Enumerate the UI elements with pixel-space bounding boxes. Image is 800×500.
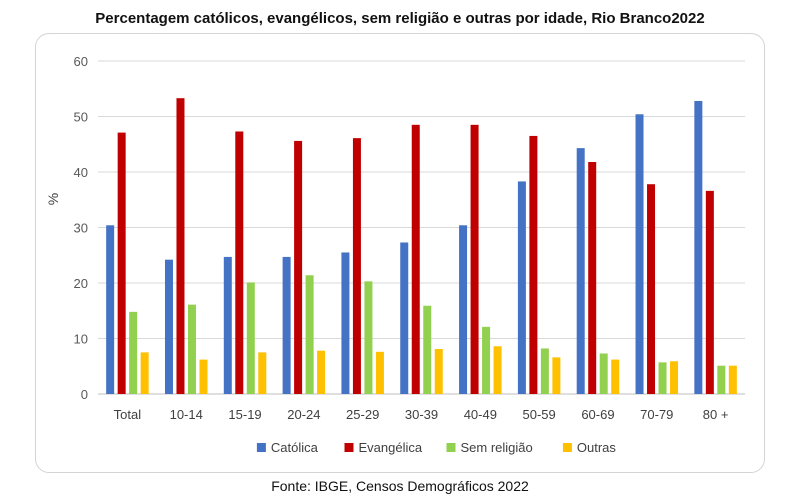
y-tick-label: 20 <box>74 276 88 291</box>
bar-evang-lica <box>294 140 303 394</box>
legend-label: Sem religião <box>461 440 533 455</box>
y-axis-label: % <box>45 193 61 205</box>
y-tick-label: 40 <box>74 165 88 180</box>
y-tick-label: 0 <box>81 387 88 402</box>
legend-swatch <box>344 443 354 452</box>
bar-sem-religi-o <box>305 275 314 394</box>
bar-cat-lica <box>694 100 703 395</box>
y-tick-label: 30 <box>74 221 88 236</box>
x-tick-label: Total <box>114 407 142 422</box>
bar-sem-religi-o <box>129 311 138 394</box>
bar-outras <box>552 357 561 394</box>
bar-evang-lica <box>117 132 126 394</box>
bar-cat-lica <box>164 259 173 394</box>
bar-sem-religi-o <box>717 365 726 394</box>
bar-cat-lica <box>635 114 644 394</box>
chart-frame: 0 10 20 30 40 50 60% Total 10-14 15-19 20-24 25-29 3… <box>35 33 765 473</box>
legend-swatch <box>256 443 266 452</box>
bar-evang-lica <box>235 131 244 395</box>
bar-evang-lica <box>647 184 656 394</box>
bar-chart: 0 10 20 30 40 50 60% Total 10-14 15-19 20-24 25-29 3… <box>45 54 745 455</box>
x-tick-label: 50-59 <box>523 407 556 422</box>
x-tick-label: 20-24 <box>287 407 320 422</box>
bar-cat-lica <box>576 148 585 394</box>
bar-evang-lica <box>176 98 185 394</box>
x-tick-label: 80 + <box>703 407 729 422</box>
source-note: Fonte: IBGE, Censos Demográficos 2022 <box>271 478 529 494</box>
legend-label: Outras <box>577 440 617 455</box>
bar-sem-religi-o <box>364 281 373 394</box>
bar-cat-lica <box>517 181 526 394</box>
bar-sem-religi-o <box>482 326 491 394</box>
bar-outras <box>611 359 620 394</box>
x-tick-label: 60-69 <box>581 407 614 422</box>
bar-cat-lica <box>282 256 291 394</box>
x-tick-label: 10-14 <box>170 407 203 422</box>
bar-evang-lica <box>529 135 538 395</box>
x-tick-label: 40-49 <box>464 407 497 422</box>
bar-outras <box>140 352 149 394</box>
y-tick-label: 50 <box>74 110 88 125</box>
chart-title: Percentagem católicos, evangélicos, sem … <box>95 10 705 27</box>
legend-swatch <box>562 443 572 452</box>
x-tick-label: 30-39 <box>405 407 438 422</box>
bar-outras <box>258 352 267 394</box>
bar-outras <box>493 346 502 394</box>
bar-evang-lica <box>411 124 420 394</box>
x-tick-label: 70-79 <box>640 407 673 422</box>
x-tick-label: 25-29 <box>346 407 379 422</box>
bar-sem-religi-o <box>246 282 255 394</box>
bar-outras <box>199 359 208 394</box>
legend-label: Evangélica <box>359 440 423 455</box>
bar-outras <box>317 350 326 394</box>
bar-outras <box>375 351 384 394</box>
x-tick-label: 15-19 <box>228 407 261 422</box>
bar-outras <box>728 365 737 394</box>
bar-sem-religi-o <box>187 304 196 394</box>
bar-sem-religi-o <box>540 348 549 394</box>
bar-outras <box>434 349 443 394</box>
legend-label: Católica <box>271 440 319 455</box>
y-tick-label: 10 <box>74 332 88 347</box>
bar-sem-religi-o <box>599 353 608 394</box>
legend-swatch <box>446 443 456 452</box>
bar-cat-lica <box>223 256 232 394</box>
bar-sem-religi-o <box>658 362 667 394</box>
bar-outras <box>670 361 679 394</box>
bar-cat-lica <box>459 225 468 394</box>
bar-cat-lica <box>106 225 115 394</box>
bar-sem-religi-o <box>423 305 432 394</box>
bar-cat-lica <box>341 252 350 394</box>
bar-evang-lica <box>470 124 479 394</box>
bar-evang-lica <box>588 162 597 394</box>
y-tick-label: 60 <box>74 54 88 69</box>
bar-evang-lica <box>705 190 714 394</box>
bar-cat-lica <box>400 242 409 394</box>
bar-evang-lica <box>352 138 361 394</box>
